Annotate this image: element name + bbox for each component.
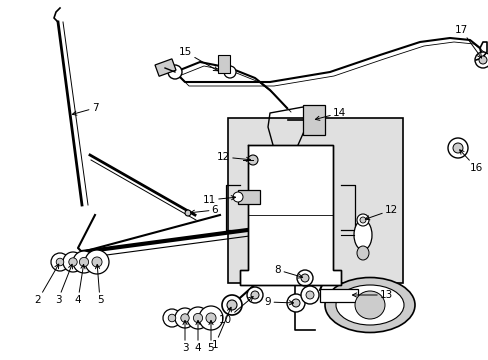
Text: 5: 5 — [207, 320, 214, 353]
Text: 12: 12 — [216, 152, 250, 162]
Circle shape — [291, 299, 299, 307]
Circle shape — [305, 291, 313, 299]
Circle shape — [168, 65, 182, 79]
Circle shape — [51, 253, 69, 271]
Text: 10: 10 — [219, 297, 253, 325]
Circle shape — [226, 300, 237, 310]
Text: 4: 4 — [75, 265, 85, 305]
Circle shape — [246, 287, 263, 303]
Circle shape — [247, 155, 258, 165]
Circle shape — [296, 270, 312, 286]
Ellipse shape — [356, 246, 368, 260]
Circle shape — [301, 286, 318, 304]
Circle shape — [301, 274, 308, 282]
Circle shape — [356, 214, 368, 226]
Text: 7: 7 — [72, 103, 98, 115]
Text: 15: 15 — [179, 47, 218, 71]
Bar — [227, 118, 402, 283]
Bar — [303, 105, 325, 135]
Circle shape — [359, 217, 365, 223]
Circle shape — [224, 66, 236, 78]
Circle shape — [181, 314, 189, 322]
Circle shape — [452, 143, 462, 153]
Circle shape — [56, 258, 63, 266]
Circle shape — [193, 313, 202, 323]
Text: 16: 16 — [459, 150, 482, 173]
Circle shape — [222, 295, 242, 315]
Circle shape — [79, 257, 88, 267]
Text: 1: 1 — [211, 307, 231, 350]
Ellipse shape — [354, 291, 384, 319]
Circle shape — [186, 307, 208, 329]
Circle shape — [69, 258, 77, 266]
Circle shape — [205, 313, 216, 323]
Circle shape — [175, 308, 195, 328]
Ellipse shape — [325, 278, 414, 333]
Bar — [238, 190, 260, 204]
Text: 4: 4 — [194, 320, 201, 353]
Text: 8: 8 — [274, 265, 302, 278]
Bar — [218, 55, 229, 73]
Text: 2: 2 — [35, 264, 59, 305]
Text: 6: 6 — [190, 205, 218, 215]
Circle shape — [474, 52, 488, 68]
Text: 12: 12 — [365, 205, 397, 220]
Polygon shape — [240, 145, 340, 285]
Text: 5: 5 — [95, 265, 103, 305]
Text: 17: 17 — [454, 25, 481, 58]
Text: 13: 13 — [352, 290, 392, 300]
Bar — [155, 59, 176, 76]
Circle shape — [478, 56, 486, 64]
Text: 9: 9 — [264, 297, 293, 307]
Text: 3: 3 — [182, 320, 188, 353]
Circle shape — [184, 210, 191, 216]
Text: 14: 14 — [315, 108, 346, 120]
Circle shape — [447, 138, 467, 158]
Circle shape — [250, 291, 259, 299]
Circle shape — [286, 294, 305, 312]
Circle shape — [163, 309, 181, 327]
Circle shape — [63, 252, 83, 272]
Circle shape — [73, 251, 95, 273]
Ellipse shape — [353, 220, 371, 250]
Circle shape — [92, 257, 102, 267]
Text: 11: 11 — [203, 195, 235, 205]
Ellipse shape — [335, 285, 403, 325]
Text: 3: 3 — [55, 264, 72, 305]
Circle shape — [168, 314, 175, 322]
Circle shape — [232, 192, 243, 202]
Circle shape — [85, 250, 109, 274]
Circle shape — [199, 306, 223, 330]
Bar — [319, 289, 357, 302]
